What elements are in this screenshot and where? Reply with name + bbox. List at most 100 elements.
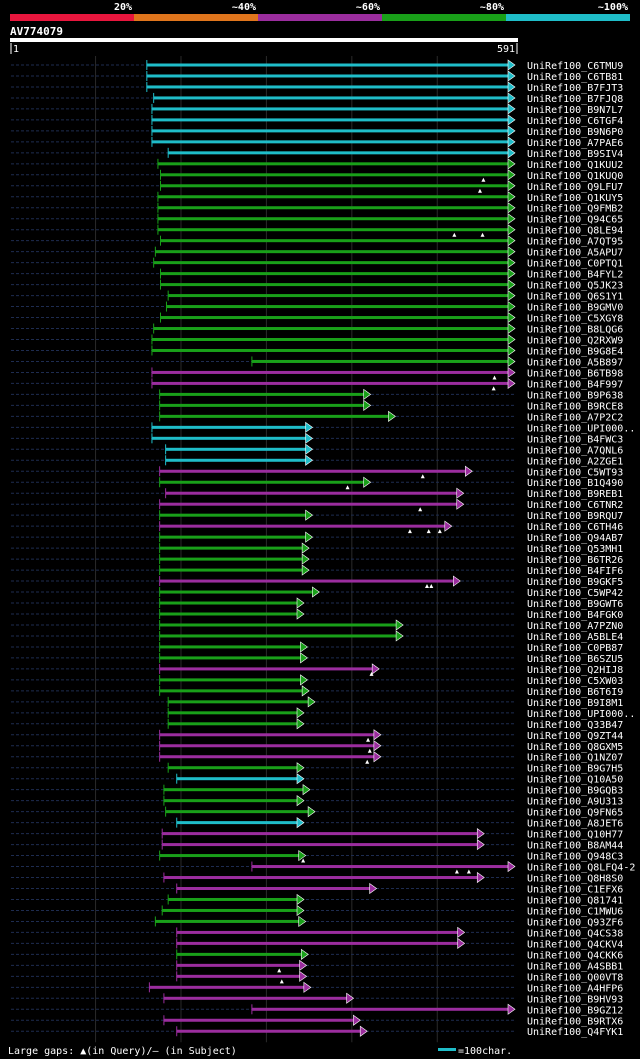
hit-row[interactable]: UniRef100_B4FYL2	[11, 268, 623, 281]
hit-bar[interactable]	[159, 469, 467, 473]
hit-label[interactable]: UniRef100_Q8GXM5	[527, 742, 623, 753]
hit-row[interactable]: UniRef100_B6TB98	[11, 366, 623, 380]
hit-row[interactable]: UniRef100_Q94AB7	[11, 531, 623, 544]
hit-row[interactable]: UniRef100_B9GMV0	[11, 300, 623, 314]
hit-bar[interactable]	[176, 777, 299, 781]
hit-bar[interactable]	[160, 272, 510, 276]
hit-row[interactable]: UniRef100_B9G7H5	[11, 762, 623, 775]
hit-bar[interactable]	[168, 897, 299, 901]
hit-bar[interactable]	[176, 1029, 362, 1033]
hit-row[interactable]: UniRef100_Q8LE94	[11, 224, 623, 237]
hit-row[interactable]: UniRef100_C0PB87	[11, 641, 623, 654]
hit-bar[interactable]	[157, 228, 509, 232]
hit-label[interactable]: UniRef100_C0PB87	[527, 643, 623, 654]
hit-label[interactable]: UniRef100_A8JET6	[527, 819, 623, 830]
hit-label[interactable]: UniRef100_B4F997	[527, 379, 623, 390]
hit-row[interactable]: UniRef100_C6TGF4	[11, 114, 623, 127]
hit-label[interactable]: UniRef100_B9GQB3	[527, 786, 623, 797]
hit-row[interactable]: UniRef100_Q6S1Y1	[11, 289, 623, 303]
hit-label[interactable]: UniRef100_Q9FMB2	[527, 204, 623, 215]
hit-bar[interactable]	[159, 854, 300, 858]
hit-label[interactable]: UniRef100_B9SIV4	[527, 149, 623, 160]
hit-bar[interactable]	[157, 206, 509, 210]
hit-row[interactable]: UniRef100_Q1NZ07	[11, 751, 623, 764]
hit-label[interactable]: UniRef100_Q1KUQ0	[527, 171, 623, 182]
hit-label[interactable]: UniRef100_Q9FN65	[527, 808, 623, 819]
hit-row[interactable]: UniRef100_C5WT93	[11, 465, 623, 479]
hit-row[interactable]: UniRef100_B9G8E4	[11, 344, 623, 357]
hit-label[interactable]: UniRef100_A2ZGE1	[527, 456, 623, 467]
hit-bar[interactable]	[176, 963, 301, 967]
hit-label[interactable]: UniRef100_A7PZN0	[527, 621, 623, 632]
hit-row[interactable]: UniRef100_B6TR26	[11, 553, 623, 566]
hit-bar[interactable]	[155, 250, 510, 254]
hit-row[interactable]: UniRef100_B9GQB3	[11, 784, 623, 797]
hit-bar[interactable]	[176, 887, 371, 890]
hit-bar[interactable]	[151, 370, 509, 374]
hit-label[interactable]: UniRef100_Q8H8S0	[527, 874, 623, 885]
hit-row[interactable]: UniRef100_B4FIF6	[11, 564, 623, 577]
hit-bar[interactable]	[162, 832, 479, 836]
hit-row[interactable]: UniRef100_B9GWT6	[11, 597, 623, 610]
hit-label[interactable]: UniRef100_A9U313	[527, 797, 623, 808]
hit-bar[interactable]	[251, 359, 510, 363]
hit-bar[interactable]	[165, 458, 307, 462]
hit-row[interactable]: UniRef100_Q1KUY5	[11, 191, 623, 204]
hit-bar[interactable]	[176, 974, 301, 978]
hit-bar[interactable]	[159, 403, 365, 407]
hit-bar[interactable]	[151, 107, 509, 111]
hit-row[interactable]: UniRef100_C6TNR2	[11, 498, 623, 512]
hit-row[interactable]: UniRef100_Q9FN65	[11, 806, 623, 819]
hit-label[interactable]: UniRef100_C5XW03	[527, 676, 623, 687]
hit-row[interactable]: UniRef100_UPI000..	[11, 707, 635, 720]
hit-label[interactable]: UniRef100_C6TMU9	[527, 61, 623, 72]
hit-label[interactable]: UniRef100_B9REB1	[527, 489, 623, 500]
hit-row[interactable]: UniRef100_C6TH46	[11, 520, 623, 534]
hit-bar[interactable]	[168, 711, 299, 715]
hit-row[interactable]: UniRef100_B6SZU5	[11, 652, 623, 665]
hit-row[interactable]: UniRef100_Q9ZT44	[11, 729, 623, 742]
hit-label[interactable]: UniRef100_B9GZ12	[527, 1005, 623, 1016]
hit-row[interactable]: UniRef100_Q948C3	[11, 849, 623, 863]
hit-row[interactable]: UniRef100_Q1KUU2	[11, 158, 623, 171]
hit-row[interactable]: UniRef100_B4FGK0	[11, 608, 623, 621]
hit-label[interactable]: UniRef100_C1EFX6	[527, 885, 623, 896]
hit-bar[interactable]	[151, 348, 509, 352]
hit-bar[interactable]	[160, 316, 510, 320]
hit-label[interactable]: UniRef100_A5APU7	[527, 248, 623, 259]
hit-row[interactable]: UniRef100_B1Q490	[11, 476, 623, 490]
hit-bar[interactable]	[151, 129, 509, 133]
hit-label[interactable]: UniRef100_B4FWC3	[527, 434, 623, 445]
hit-label[interactable]: UniRef100_Q8LFQ4-2	[527, 863, 635, 874]
hit-bar[interactable]	[159, 634, 398, 638]
hit-row[interactable]: UniRef100_B9GKF5	[11, 575, 623, 589]
hit-label[interactable]: UniRef100_B9GMV0	[527, 303, 623, 314]
hit-bar[interactable]	[160, 283, 510, 287]
hit-label[interactable]: UniRef100_B8AM44	[527, 841, 623, 852]
hit-bar[interactable]	[153, 96, 509, 100]
hit-row[interactable]: UniRef100_B9RCE8	[11, 399, 623, 412]
hit-bar[interactable]	[159, 656, 302, 660]
hit-label[interactable]: UniRef100_B6SZU5	[527, 654, 623, 665]
hit-bar[interactable]	[157, 162, 509, 166]
hit-bar[interactable]	[159, 535, 307, 539]
hit-row[interactable]: UniRef100_C6TB81	[11, 70, 623, 83]
hit-bar[interactable]	[153, 327, 509, 331]
hit-label[interactable]: UniRef100_A7QNL6	[527, 445, 623, 456]
hit-label[interactable]: UniRef100_Q2HIJ8	[527, 665, 623, 676]
hit-row[interactable]: UniRef100_A7P2C2	[11, 410, 623, 423]
hit-label[interactable]: UniRef100_Q948C3	[527, 852, 623, 863]
hit-row[interactable]: UniRef100_C5XW03	[11, 674, 623, 687]
hit-bar[interactable]	[159, 645, 302, 649]
hit-label[interactable]: UniRef100_Q10A50	[527, 775, 623, 786]
hit-bar[interactable]	[151, 436, 307, 440]
hit-bar[interactable]	[159, 579, 455, 583]
hit-row[interactable]: UniRef100_B9I8M1	[11, 696, 623, 709]
hit-label[interactable]: UniRef100_C6TGF4	[527, 116, 623, 127]
hit-label[interactable]: UniRef100_Q9LFU7	[527, 182, 623, 193]
hit-label[interactable]: UniRef100_Q5JK23	[527, 281, 623, 292]
hit-bar[interactable]	[159, 623, 398, 627]
hit-label[interactable]: UniRef100_C0PTQ1	[527, 259, 623, 270]
hit-label[interactable]: UniRef100_B4FYL2	[527, 270, 623, 281]
hit-bar[interactable]	[146, 85, 509, 89]
